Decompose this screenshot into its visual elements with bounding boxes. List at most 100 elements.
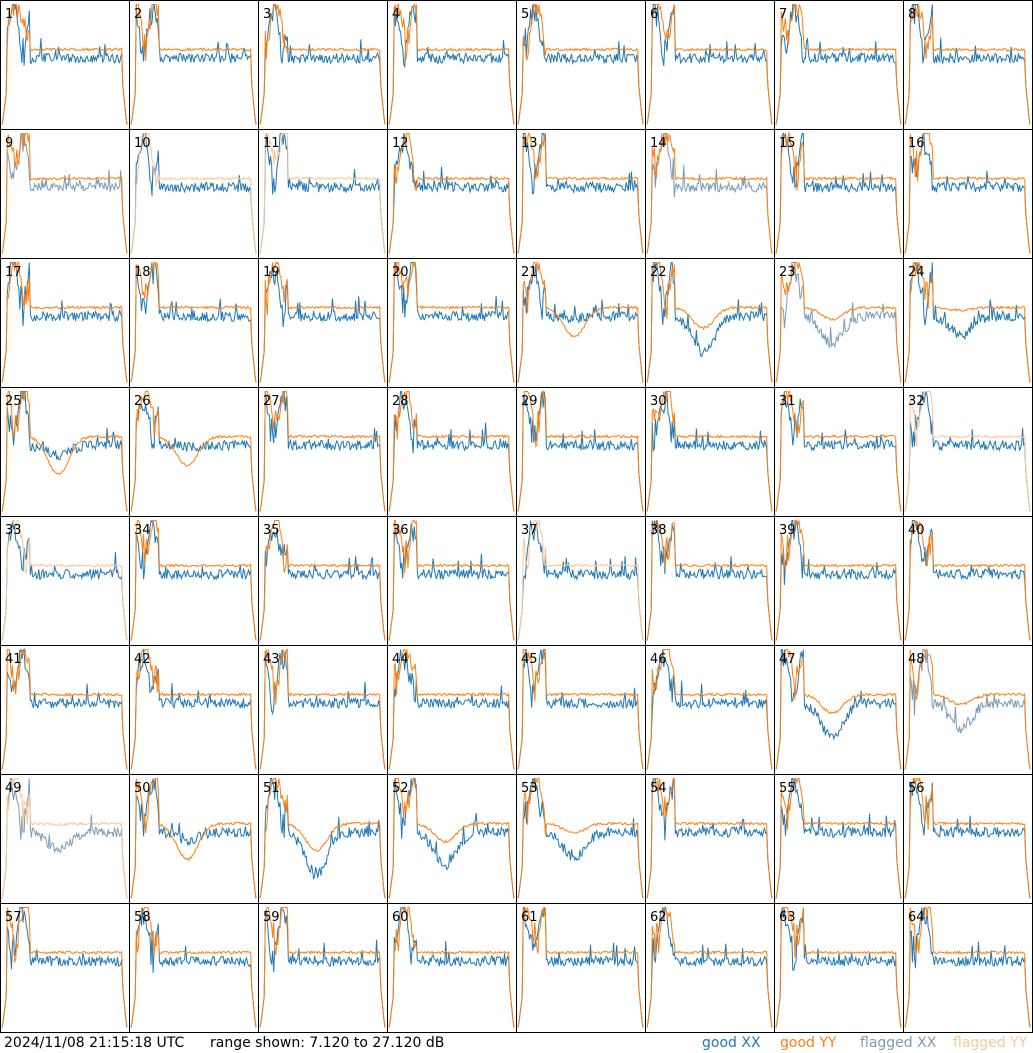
trace-good-yy: [517, 648, 644, 770]
panel-label: 28: [392, 394, 409, 409]
panel-4: 4: [387, 0, 517, 130]
panel-1: 1: [0, 0, 130, 130]
panel-label: 15: [779, 136, 796, 151]
panel-5: 5: [516, 0, 646, 130]
trace-good-xx: [130, 778, 257, 899]
trace-good-xx: [517, 263, 644, 383]
panel-label: 60: [392, 910, 409, 925]
trace-flagged-yy: [1, 778, 128, 899]
trace-flagged-yy: [1, 520, 128, 641]
panel-62: 62: [645, 903, 775, 1033]
trace-good-yy: [646, 391, 773, 512]
trace-good-xx: [517, 391, 644, 512]
trace-good-yy: [775, 391, 902, 512]
trace-good-yy: [130, 649, 257, 770]
panel-label: 47: [779, 652, 796, 667]
panel-55: 55: [774, 774, 904, 904]
trace-good-yy: [259, 907, 386, 1028]
panel-label: 44: [392, 652, 409, 667]
panel-60: 60: [387, 903, 517, 1033]
panel-48: 48: [903, 645, 1033, 775]
legend-label: flagged: [860, 1035, 913, 1051]
panel-frame: [645, 258, 775, 388]
trace-good-xx: [130, 262, 257, 383]
panel-frame: [387, 129, 517, 259]
panel-43: 43: [258, 645, 388, 775]
trace-good-xx: [517, 649, 644, 770]
trace-good-xx: [388, 391, 515, 512]
panel-frame: [129, 258, 259, 388]
trace-good-yy: [904, 776, 1031, 899]
trace-good-yy: [646, 4, 773, 125]
legend-item: flagged XX: [860, 1035, 936, 1051]
panel-label: 5: [521, 7, 529, 22]
trace-good-yy: [775, 907, 902, 1028]
panel-56: 56: [903, 774, 1033, 904]
legend-item: good XX: [702, 1035, 761, 1051]
panel-9: 9: [0, 129, 130, 259]
trace-good-yy: [388, 262, 515, 383]
trace-good-yy: [130, 4, 257, 125]
panel-61: 61: [516, 903, 646, 1033]
panel-label: 39: [779, 523, 796, 538]
trace-good-xx: [259, 907, 386, 1028]
panel-label: 1: [5, 7, 13, 22]
panel-15: 15: [774, 129, 904, 259]
panel-63: 63: [774, 903, 904, 1033]
panel-52: 52: [387, 774, 517, 904]
panel-frame: [645, 129, 775, 259]
panel-label: 61: [521, 910, 538, 925]
trace-good-xx: [259, 133, 386, 254]
trace-good-yy: [775, 262, 902, 383]
panel-label: 22: [650, 265, 667, 280]
trace-good-yy: [259, 391, 386, 512]
panel-label: 31: [779, 394, 796, 409]
panel-frame: [645, 903, 775, 1033]
trace-good-xx: [517, 778, 644, 899]
trace-good-yy: [259, 4, 386, 125]
trace-good-yy: [775, 518, 902, 641]
panel-label: 55: [779, 781, 796, 796]
trace-good-xx: [388, 4, 515, 125]
trace-good-yy: [388, 778, 515, 899]
panel-label: 14: [650, 136, 667, 151]
trace-good-xx: [904, 520, 1031, 641]
panel-22: 22: [645, 258, 775, 388]
panel-label: 52: [392, 781, 409, 796]
trace-good-yy: [646, 649, 773, 770]
trace-good-xx: [259, 4, 386, 125]
trace-good-yy: [1, 262, 128, 383]
panel-frame: [903, 903, 1033, 1033]
panel-64: 64: [903, 903, 1033, 1033]
panel-6: 6: [645, 0, 775, 130]
panel-24: 24: [903, 258, 1033, 388]
panel-44: 44: [387, 645, 517, 775]
panel-42: 42: [129, 645, 259, 775]
trace-good-xx: [646, 778, 773, 899]
range-text: range shown: 7.120 to 27.120 dB: [210, 1035, 445, 1051]
panel-58: 58: [129, 903, 259, 1033]
panel-31: 31: [774, 387, 904, 517]
trace-good-xx: [1, 4, 128, 125]
panel-frame: [258, 516, 388, 646]
trace-good-yy: [517, 389, 644, 512]
panel-29: 29: [516, 387, 646, 517]
panel-label: 62: [650, 910, 667, 925]
trace-good-yy: [904, 3, 1031, 125]
panel-label: 24: [908, 265, 925, 280]
trace-good-yy: [388, 907, 515, 1028]
trace-good-xx: [904, 391, 1031, 512]
panel-frame: [0, 0, 130, 130]
panel-26: 26: [129, 387, 259, 517]
panel-label: 11: [263, 136, 280, 151]
trace-good-yy: [904, 520, 1031, 641]
trace-good-yy: [646, 262, 773, 383]
trace-flagged-yy: [130, 133, 257, 254]
trace-good-yy: [1, 649, 128, 770]
panel-label: 43: [263, 652, 280, 667]
panel-53: 53: [516, 774, 646, 904]
trace-good-yy: [259, 261, 386, 383]
panel-25: 25: [0, 387, 130, 517]
panel-17: 17: [0, 258, 130, 388]
trace-good-xx: [904, 132, 1031, 254]
